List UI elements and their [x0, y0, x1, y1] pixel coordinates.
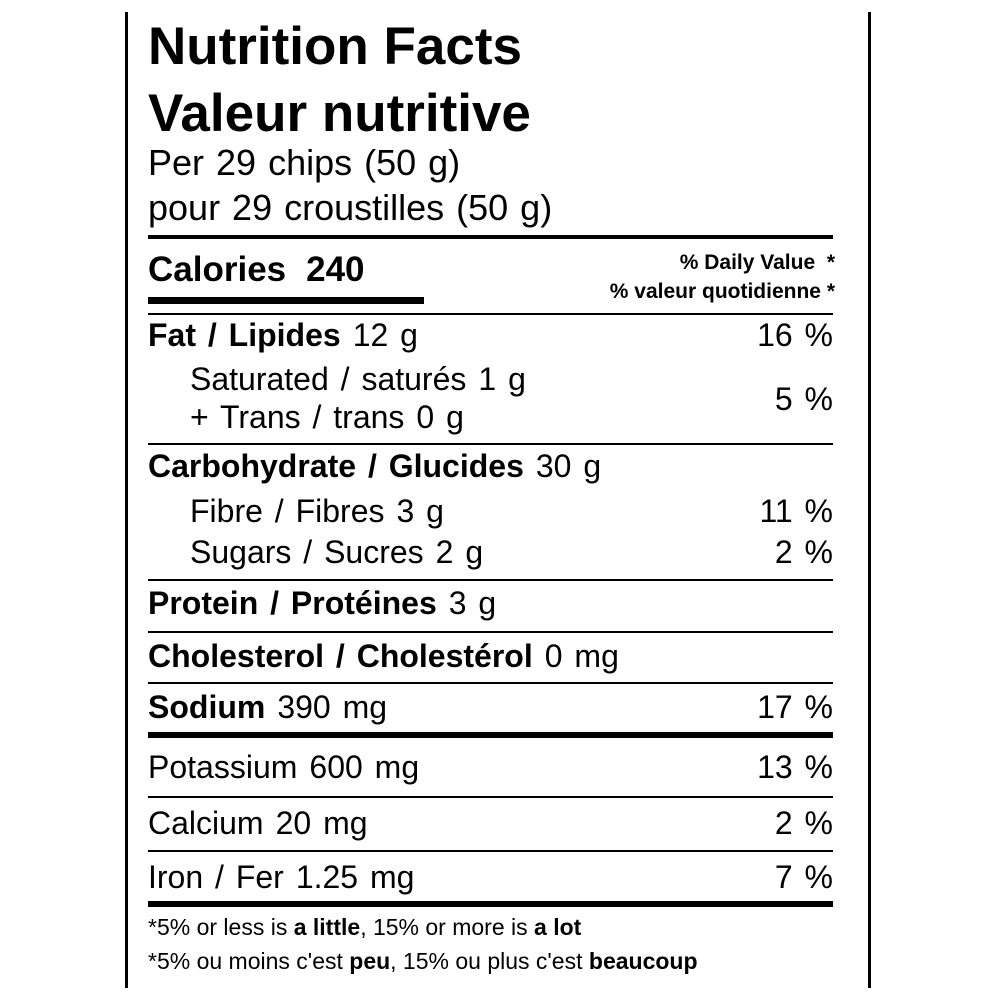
footnote-emphasis: a lot [534, 914, 582, 940]
footnote-text: *5% or less is [148, 914, 294, 940]
nutrient-amount: 390 mg [277, 689, 388, 725]
fat-row: Fat / Lipides 12 g [148, 319, 418, 351]
calories-label: Calories [148, 250, 287, 289]
footnote-emphasis: peu [349, 948, 391, 974]
nutrient-amount: 30 g [535, 448, 602, 484]
rule [148, 631, 833, 633]
nutrient-amount: 0 mg [544, 638, 619, 674]
daily-percent: 7 % [774, 859, 833, 895]
fibre-row: Fibre / Fibres 3 g [190, 495, 444, 527]
footnote-text: *5% ou moins c'est [148, 948, 350, 974]
saturated-row: Saturated / saturés 1 g [190, 363, 526, 395]
calories-value: 240 [306, 250, 365, 289]
footnote-text: , 15% or more is [360, 914, 535, 940]
footnote-emphasis: beaucoup [588, 948, 698, 974]
rule-thick [148, 901, 833, 907]
daily-percent: 5 % [774, 381, 833, 417]
rule [148, 443, 833, 445]
nutrient-amount: 3 g [448, 585, 497, 621]
daily-percent: 2 % [774, 534, 833, 570]
footnote-text: , 15% ou plus c'est [390, 948, 589, 974]
nutrient-name: Carbohydrate / Glucides [148, 448, 524, 484]
nutrient-name: Protein / Protéines [148, 585, 437, 621]
footnote-emphasis: a little [293, 914, 361, 940]
iron-row: Iron / Fer 1.25 mg [148, 861, 414, 893]
daily-percent: 17 % [757, 689, 833, 725]
serving-en: Per 29 chips (50 g) [148, 142, 461, 183]
nutrient-name: Fibre / Fibres [190, 493, 385, 529]
daily-percent: 13 % [757, 749, 833, 785]
rule-thick [148, 732, 833, 738]
sugars-row: Sugars / Sucres 2 g [190, 536, 483, 568]
protein-row: Protein / Protéines 3 g [148, 587, 496, 619]
nutrient-name: Fat / Lipides [148, 317, 341, 353]
nutrient-amount: 1.25 mg [295, 859, 415, 895]
daily-percent: 2 % [774, 805, 833, 841]
daily-percent: 11 % [759, 493, 833, 529]
rule [148, 682, 833, 684]
calories: Calories 240 [148, 252, 365, 287]
nutrient-name: Potassium [148, 749, 298, 785]
nutrient-name: Saturated / saturés [190, 361, 467, 397]
serving-fr: pour 29 croustilles (50 g) [148, 187, 553, 228]
nutrient-name: Calcium [148, 805, 264, 841]
nutrient-amount: 2 g [435, 534, 484, 570]
footnote: *5% ou moins c'est peu, 15% ou plus c'es… [148, 950, 698, 973]
calcium-row: Calcium 20 mg [148, 807, 368, 839]
rule [148, 796, 833, 798]
rule-thick [148, 235, 833, 239]
nutrient-amount: 12 g [352, 317, 418, 353]
daily-value-en: % Daily Value * [679, 251, 835, 274]
cholesterol-row: Cholesterol / Cholestérol 0 mg [148, 640, 619, 672]
nutrient-amount: 1 g [478, 361, 526, 397]
nutrient-amount: 600 mg [309, 749, 420, 785]
nutrient-name: Sugars / Sucres [190, 534, 424, 570]
daily-value-fr: % valeur quotidienne * [609, 280, 835, 303]
nutrient-name: Sodium [148, 689, 266, 725]
title-fr: Valeur nutritive [148, 84, 531, 143]
nutrient-amount: 20 mg [275, 805, 368, 841]
sodium-row: Sodium 390 mg [148, 691, 387, 723]
daily-percent: 16 % [757, 317, 833, 353]
border-right [868, 12, 871, 988]
title-en: Nutrition Facts [148, 17, 522, 76]
nutrient-amount: 3 g [396, 493, 444, 529]
trans-row: + Trans / trans 0 g [190, 401, 464, 433]
calories-underline [148, 297, 424, 304]
rule [148, 313, 833, 315]
footnote: *5% or less is a little, 15% or more is … [148, 916, 581, 939]
border-left [125, 12, 128, 988]
nutrient-amount: 0 g [416, 399, 464, 435]
nutrient-name: Cholesterol / Cholestérol [148, 638, 533, 674]
potassium-row: Potassium 600 mg [148, 751, 419, 783]
rule [148, 850, 833, 852]
rule [148, 579, 833, 581]
nutrient-name: + Trans / trans [190, 399, 405, 435]
nutrient-name: Iron / Fer [148, 859, 284, 895]
carbohydrate-row: Carbohydrate / Glucides 30 g [148, 450, 601, 482]
